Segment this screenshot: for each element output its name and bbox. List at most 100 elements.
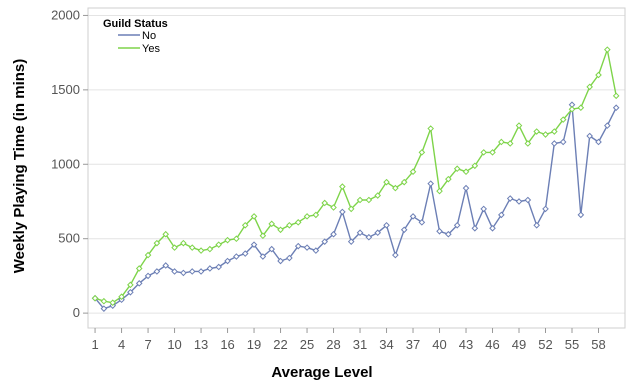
data-point-yes	[347, 205, 355, 213]
data-point-no	[392, 251, 399, 259]
data-point-yes	[241, 221, 249, 229]
data-point-no	[400, 226, 408, 234]
y-tick-label: 0	[73, 305, 80, 320]
x-tick-label: 58	[591, 337, 605, 352]
data-point-no	[356, 229, 364, 237]
data-point-no	[215, 263, 223, 271]
y-tick-label: 1500	[51, 82, 80, 97]
data-point-yes	[365, 196, 373, 204]
data-point-no	[542, 205, 549, 213]
plot-frame	[87, 7, 626, 329]
y-axis-ticks: 0 500 1000 1500 2000	[51, 7, 88, 320]
data-point-no	[586, 132, 593, 140]
data-point-yes	[595, 71, 602, 79]
data-point-no	[347, 238, 355, 245]
y-tick-label: 2000	[51, 7, 80, 22]
x-tick-label: 13	[194, 337, 208, 352]
series-line-no	[94, 103, 617, 310]
data-point-yes	[118, 293, 125, 301]
data-point-no	[462, 184, 470, 192]
x-tick-label: 16	[220, 337, 234, 352]
data-point-no	[506, 195, 514, 202]
data-point-yes	[206, 245, 214, 253]
x-tick-label: 1	[91, 337, 98, 352]
series-line-yes	[94, 49, 617, 304]
data-point-yes	[171, 244, 178, 251]
data-point-yes	[480, 149, 487, 156]
x-tick-label: 49	[512, 337, 526, 352]
data-point-no	[577, 211, 585, 219]
data-point-yes	[400, 178, 408, 186]
x-tick-label: 52	[538, 337, 552, 352]
data-point-yes	[259, 232, 267, 240]
data-point-yes	[409, 168, 417, 176]
data-point-no	[339, 208, 346, 216]
data-point-yes	[586, 83, 593, 91]
data-point-no	[604, 122, 611, 129]
data-point-yes	[612, 92, 620, 100]
data-point-no	[206, 265, 214, 272]
data-point-yes	[427, 125, 434, 132]
x-tick-label: 4	[118, 337, 125, 352]
x-tick-label: 10	[167, 337, 181, 352]
data-point-yes	[188, 244, 196, 251]
data-point-no	[418, 219, 426, 226]
data-point-no	[241, 250, 249, 257]
data-point-no	[286, 254, 293, 262]
x-tick-label: 34	[379, 337, 393, 352]
data-point-yes	[312, 211, 320, 219]
x-tick-label: 55	[565, 337, 579, 352]
x-tick-label: 22	[273, 337, 287, 352]
data-point-yes	[436, 187, 443, 195]
data-point-no	[188, 268, 196, 275]
data-point-no	[612, 104, 620, 112]
data-point-yes	[498, 138, 505, 146]
data-point-yes	[127, 281, 134, 289]
data-point-no	[171, 268, 178, 275]
data-point-no	[144, 272, 152, 280]
data-point-no	[294, 242, 302, 250]
data-point-no	[498, 211, 505, 219]
data-point-yes	[180, 239, 187, 247]
data-point-no	[595, 138, 602, 146]
data-point-yes	[250, 213, 258, 220]
data-point-no	[153, 268, 161, 275]
data-point-yes	[144, 251, 152, 259]
x-tick-label: 37	[406, 337, 420, 352]
data-point-no	[180, 269, 187, 277]
data-point-no	[374, 229, 382, 237]
data-point-no	[330, 230, 337, 238]
data-point-yes	[418, 149, 426, 156]
data-point-yes	[471, 162, 479, 170]
data-point-no	[559, 138, 567, 146]
data-point-no	[515, 198, 523, 205]
data-point-no	[100, 305, 108, 312]
data-point-yes	[356, 196, 364, 204]
x-tick-label: 25	[300, 337, 314, 352]
series-points	[91, 46, 620, 312]
data-point-yes	[568, 105, 576, 113]
data-point-yes	[551, 128, 558, 135]
data-point-yes	[294, 219, 302, 226]
data-point-yes	[330, 204, 337, 211]
data-point-yes	[374, 192, 382, 199]
data-point-yes	[462, 168, 470, 176]
y-axis-label: Weekly Playing Time (in mins)	[11, 59, 28, 274]
data-point-yes	[489, 149, 496, 156]
data-point-yes	[224, 236, 231, 244]
data-point-no	[427, 180, 434, 187]
data-point-yes	[233, 235, 240, 243]
data-point-yes	[339, 183, 346, 190]
y-tick-label: 1000	[51, 156, 80, 171]
legend-label-no: No	[142, 30, 156, 42]
data-point-yes	[268, 220, 276, 228]
data-point-yes	[100, 297, 108, 305]
data-point-yes	[392, 184, 399, 192]
data-point-yes	[91, 294, 99, 302]
data-point-yes	[542, 131, 549, 138]
plot-border	[87, 7, 626, 329]
data-point-no	[453, 221, 461, 229]
data-point-yes	[321, 199, 329, 207]
data-point-no	[471, 224, 479, 232]
